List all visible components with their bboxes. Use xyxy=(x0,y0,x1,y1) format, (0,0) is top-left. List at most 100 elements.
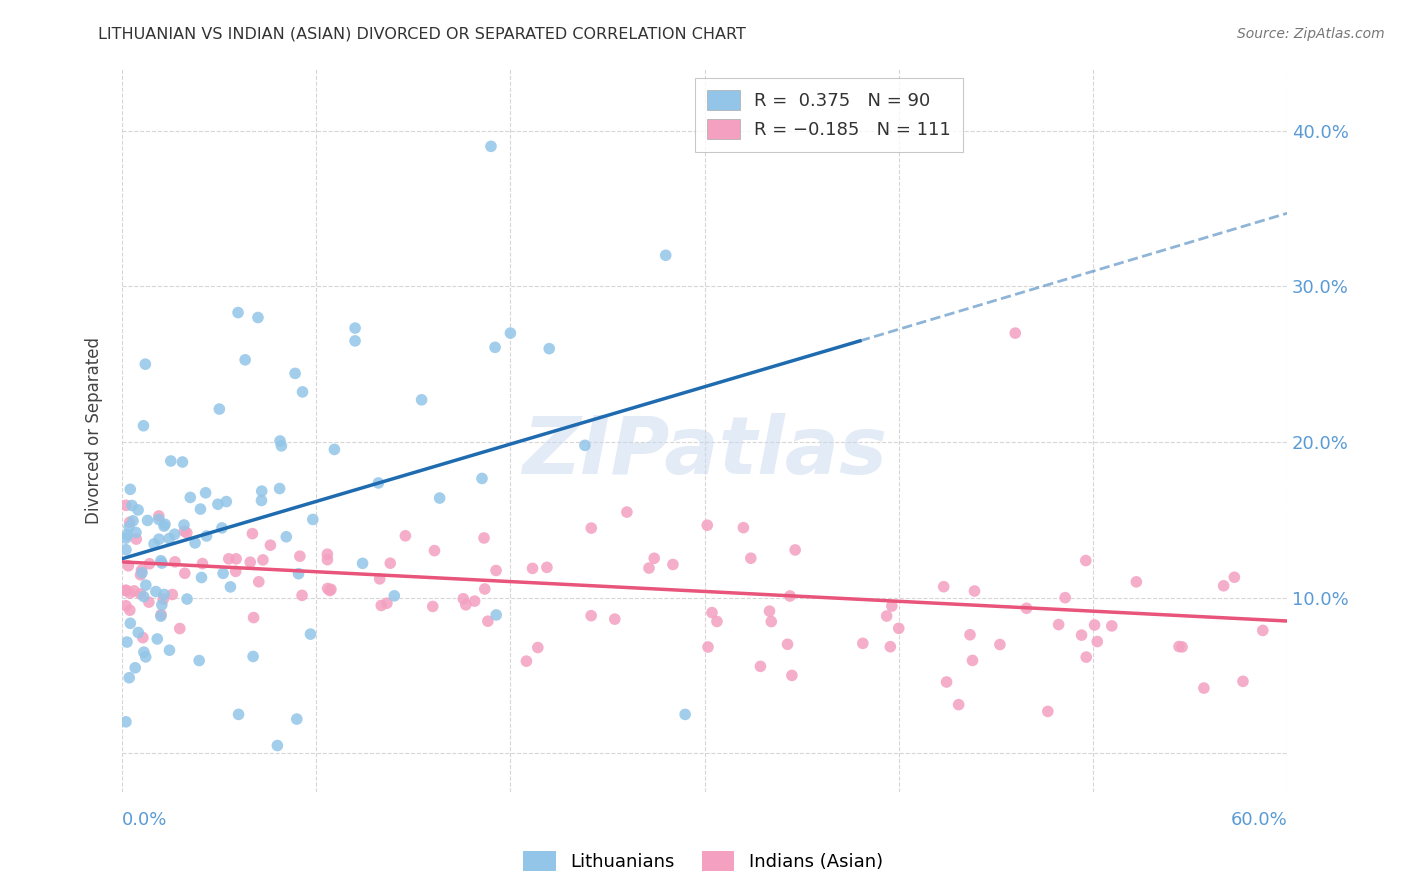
Point xyxy=(250,493,273,508)
Point xyxy=(173,566,195,581)
Point xyxy=(780,668,803,682)
Point xyxy=(153,519,176,533)
Point xyxy=(1074,553,1097,567)
Text: LITHUANIAN VS INDIAN (ASIAN) DIVORCED OR SEPARATED CORRELATION CHART: LITHUANIAN VS INDIAN (ASIAN) DIVORCED OR… xyxy=(98,27,747,42)
Point xyxy=(299,627,322,641)
Point xyxy=(1168,640,1191,654)
Point xyxy=(159,643,181,657)
Point xyxy=(163,527,186,541)
Point xyxy=(215,494,238,508)
Point xyxy=(169,622,191,636)
Point xyxy=(135,578,157,592)
Point xyxy=(250,484,273,499)
Point xyxy=(134,357,156,371)
Point xyxy=(316,547,339,561)
Point xyxy=(316,582,339,596)
Point xyxy=(129,567,152,582)
Point xyxy=(638,561,661,575)
Point xyxy=(963,584,986,599)
Point xyxy=(291,384,314,399)
Point xyxy=(422,599,444,614)
Point xyxy=(149,554,172,568)
Point xyxy=(287,566,309,581)
Point xyxy=(173,524,195,539)
Point xyxy=(226,305,249,319)
Point xyxy=(643,551,665,566)
Point xyxy=(344,321,367,335)
Point xyxy=(288,549,311,564)
Point xyxy=(471,471,494,485)
Point xyxy=(785,543,807,558)
Point xyxy=(153,517,176,532)
Point xyxy=(266,739,288,753)
Point xyxy=(259,538,281,552)
Point xyxy=(118,515,141,529)
Point xyxy=(207,497,229,511)
Point xyxy=(118,520,141,534)
Point xyxy=(149,609,172,624)
Point xyxy=(696,518,718,533)
Point xyxy=(368,572,391,586)
Point xyxy=(146,632,169,646)
Point xyxy=(761,615,783,629)
Point xyxy=(129,587,152,601)
Point xyxy=(451,591,474,606)
Point xyxy=(131,563,153,577)
Point xyxy=(579,608,602,623)
Point xyxy=(1084,618,1107,632)
Point xyxy=(138,595,160,609)
Point xyxy=(935,675,957,690)
Point xyxy=(190,502,212,516)
Point xyxy=(673,707,696,722)
Point xyxy=(429,491,451,505)
Point xyxy=(179,491,201,505)
Point xyxy=(1070,628,1092,642)
Point xyxy=(959,628,981,642)
Point xyxy=(411,392,433,407)
Point xyxy=(225,565,247,579)
Point xyxy=(157,532,180,546)
Point xyxy=(316,552,339,566)
Point xyxy=(1223,570,1246,584)
Point xyxy=(749,659,772,673)
Point xyxy=(740,551,762,566)
Point xyxy=(880,599,903,613)
Point xyxy=(706,615,728,629)
Point xyxy=(1251,624,1274,638)
Point xyxy=(242,649,264,664)
Legend: Lithuanians, Indians (Asian): Lithuanians, Indians (Asian) xyxy=(516,844,890,879)
Point xyxy=(616,505,638,519)
Point xyxy=(380,556,402,570)
Point xyxy=(1015,601,1038,615)
Point xyxy=(124,661,146,675)
Point xyxy=(662,558,685,572)
Point xyxy=(136,513,159,527)
Point xyxy=(879,640,901,654)
Point xyxy=(145,584,167,599)
Point xyxy=(176,525,198,540)
Point xyxy=(118,671,141,685)
Point xyxy=(143,537,166,551)
Point xyxy=(1212,579,1234,593)
Point xyxy=(1171,640,1194,654)
Point xyxy=(115,531,138,545)
Text: Source: ZipAtlas.com: Source: ZipAtlas.com xyxy=(1237,27,1385,41)
Point xyxy=(1036,705,1059,719)
Point xyxy=(195,529,218,543)
Point xyxy=(375,596,398,610)
Point xyxy=(733,521,755,535)
Point xyxy=(150,607,173,622)
Y-axis label: Divorced or Separated: Divorced or Separated xyxy=(86,337,103,524)
Point xyxy=(172,455,194,469)
Point xyxy=(527,640,550,655)
Point xyxy=(115,599,138,613)
Point xyxy=(118,603,141,617)
Point xyxy=(323,442,346,457)
Point xyxy=(479,139,502,153)
Point xyxy=(131,566,153,580)
Point xyxy=(120,483,142,497)
Point xyxy=(654,248,676,262)
Point xyxy=(499,326,522,340)
Point xyxy=(852,636,875,650)
Point xyxy=(228,707,250,722)
